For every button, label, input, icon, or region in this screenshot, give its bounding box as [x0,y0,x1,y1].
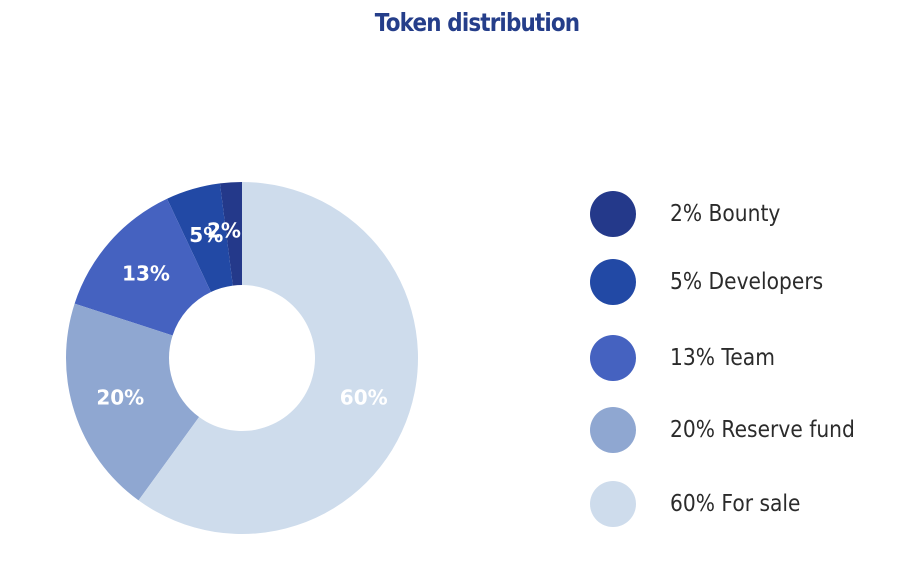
legend-label-team: 13% Team [670,345,775,371]
slice-label-for-sale: 60% [340,386,388,410]
slice-reserve-fund [65,303,200,501]
slice-for-sale [138,182,419,535]
slice-developers [167,183,233,292]
legend-swatch-team [590,335,636,381]
donut-chart: 2%5% 13% 20% 60% [65,182,419,535]
slice-label-bounty: 2% [207,218,241,242]
legend-item-bounty: 2% Bounty [590,190,795,238]
legend-label-for-sale: 60% For sale [670,491,801,517]
legend-label-developers: 5% Developers [670,269,824,295]
legend-item-team: 13% Team [590,334,789,382]
legend-swatch-developers [590,259,636,305]
legend-label-bounty: 2% Bounty [670,201,781,227]
slice-bounty [219,182,242,286]
legend-swatch-reserve-fund [590,407,636,453]
legend-swatch-bounty [590,191,636,237]
slice-label-developers: 5% [189,223,223,247]
legend-item-for-sale: 60% For sale [590,480,818,528]
slice-label-reserve-fund: 20% [96,386,144,410]
legend-swatch-for-sale [590,481,636,527]
slice-team [74,198,211,336]
chart-title: Token distribution [374,8,580,37]
legend-item-reserve-fund: 20% Reserve fund [590,406,880,454]
legend-label-reserve-fund: 20% Reserve fund [670,417,855,443]
legend-item-developers: 5% Developers [590,258,844,306]
slice-label-team: 13% [122,261,170,285]
